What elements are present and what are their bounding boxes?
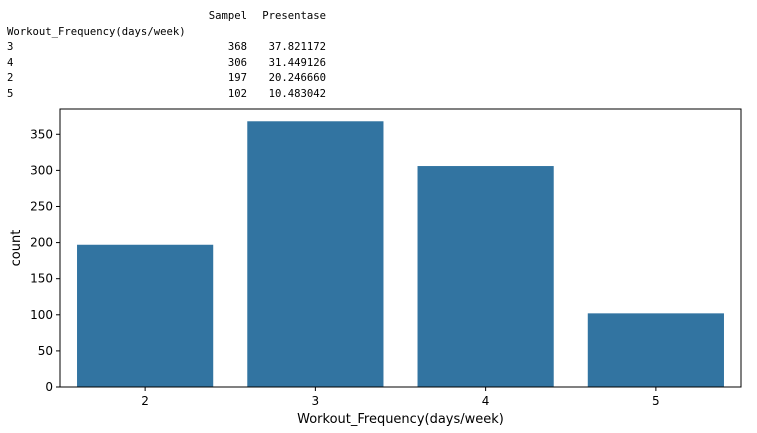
- y-tick-label: 350: [30, 127, 53, 141]
- table-row: 5 102 10.483042: [7, 87, 326, 103]
- y-tick-label: 250: [30, 199, 53, 213]
- y-tick-label: 300: [30, 163, 53, 177]
- row-sampel: 306: [227, 56, 247, 69]
- dataframe-output: Sampel Presentase Workout_Frequency(days…: [7, 9, 326, 103]
- x-tick-label: 3: [312, 394, 320, 408]
- index-name-row: Workout_Frequency(days/week): [7, 25, 186, 41]
- column-header-sampel: Sampel: [208, 10, 247, 22]
- row-presentase: 37.821172: [268, 41, 326, 53]
- row-presentase: 20.246660: [268, 72, 326, 84]
- column-header-presentase: Presentase: [262, 10, 326, 22]
- bar-chart: 0 50 100 150 200 250 300 350 2 3 4 5 Workout_Frequ…: [0, 100, 757, 429]
- row-presentase: 10.483042: [268, 87, 326, 100]
- index-name: Workout_Frequency(days/week): [7, 25, 186, 38]
- y-axis: 0 50 100 150 200 250 300 350: [30, 127, 60, 394]
- y-tick-label: 50: [38, 344, 53, 358]
- bar: [587, 313, 724, 387]
- bar-chart-svg: 0 50 100 150 200 250 300 350 2 3 4 5 Workout_Frequ…: [9, 108, 742, 427]
- row-index: 5: [7, 87, 14, 100]
- bars-group: [77, 121, 724, 387]
- table-row: 2 197 20.246660: [7, 71, 326, 87]
- table-row: 3 368 37.821172: [7, 40, 326, 56]
- row-index: 3: [7, 41, 14, 53]
- row-sampel: 102: [227, 87, 247, 100]
- y-tick-label: 100: [30, 308, 53, 322]
- y-tick-label: 0: [45, 380, 53, 394]
- row-sampel: 368: [227, 41, 247, 53]
- plot-frame: [59, 108, 742, 388]
- x-axis: 2 3 4 5: [141, 387, 660, 408]
- table-row: 4 306 31.449126: [7, 56, 326, 72]
- bar: [77, 244, 214, 387]
- x-tick-label: 4: [482, 394, 490, 408]
- row-index: 4: [7, 56, 14, 69]
- row-index: 2: [7, 72, 14, 84]
- dataframe-header-row: Sampel Presentase: [7, 9, 326, 25]
- y-tick-label: 150: [30, 272, 53, 286]
- bar: [417, 166, 554, 387]
- bar: [247, 121, 384, 387]
- row-sampel: 197: [227, 72, 247, 84]
- row-presentase: 31.449126: [268, 56, 326, 69]
- x-axis-label: Workout_Frequency(days/week): [297, 412, 504, 427]
- y-axis-label: count: [9, 230, 24, 267]
- x-tick-label: 5: [652, 394, 660, 408]
- x-tick-label: 2: [141, 394, 149, 408]
- y-tick-label: 200: [30, 236, 53, 250]
